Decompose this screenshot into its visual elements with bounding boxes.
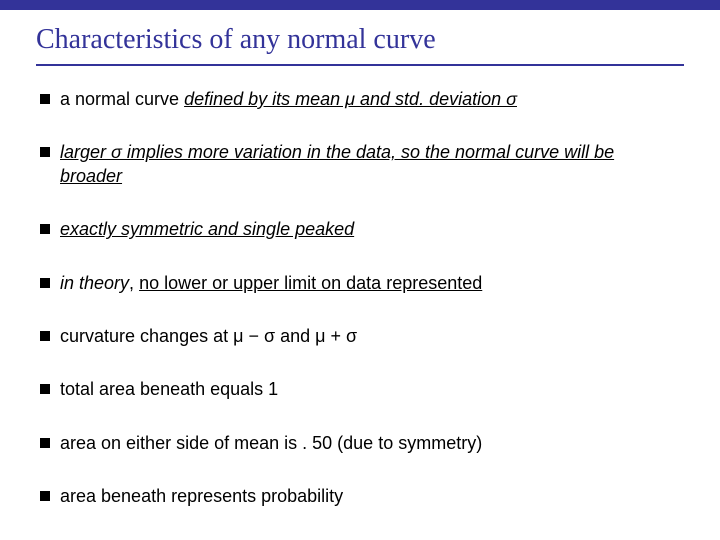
bullet-text: in theory, no lower or upper limit on da…: [60, 272, 482, 295]
bullet-text: total area beneath equals 1: [60, 378, 278, 401]
bullet-text: larger σ implies more variation in the d…: [60, 141, 680, 188]
bullet-text: area beneath represents probability: [60, 485, 343, 508]
list-item: area beneath represents probability: [40, 485, 680, 508]
title-container: Characteristics of any normal curve: [0, 10, 720, 60]
bullet-icon: [40, 147, 50, 157]
bullet-icon: [40, 224, 50, 234]
bullet-icon: [40, 491, 50, 501]
slide-title: Characteristics of any normal curve: [36, 24, 720, 56]
bullet-text: exactly symmetric and single peaked: [60, 218, 354, 241]
list-item: in theory, no lower or upper limit on da…: [40, 272, 680, 295]
bullet-text: a normal curve defined by its mean μ and…: [60, 88, 517, 111]
bullet-icon: [40, 94, 50, 104]
bullet-icon: [40, 331, 50, 341]
bullet-icon: [40, 384, 50, 394]
top-accent-bar: [0, 0, 720, 10]
bullet-icon: [40, 278, 50, 288]
list-item: curvature changes at μ − σ and μ + σ: [40, 325, 680, 348]
list-item: area on either side of mean is . 50 (due…: [40, 432, 680, 455]
bullet-text: curvature changes at μ − σ and μ + σ: [60, 325, 357, 348]
list-item: larger σ implies more variation in the d…: [40, 141, 680, 188]
list-item: exactly symmetric and single peaked: [40, 218, 680, 241]
bullet-text: area on either side of mean is . 50 (due…: [60, 432, 482, 455]
list-item: a normal curve defined by its mean μ and…: [40, 88, 680, 111]
bullet-icon: [40, 438, 50, 448]
bullet-list: a normal curve defined by its mean μ and…: [0, 66, 720, 509]
list-item: total area beneath equals 1: [40, 378, 680, 401]
